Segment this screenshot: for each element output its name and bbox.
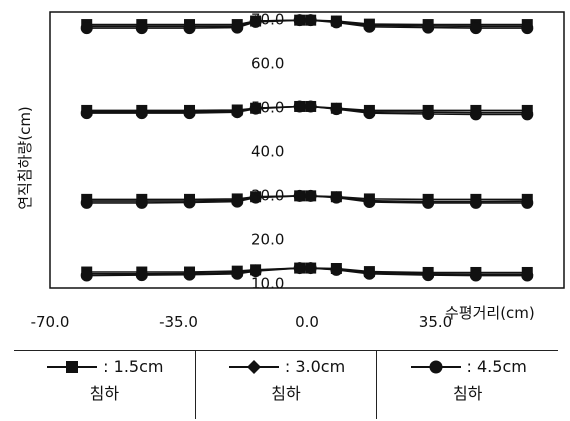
data-point-circle bbox=[231, 195, 244, 208]
plot-frame bbox=[49, 11, 565, 289]
legend-sub-1: 침하 bbox=[89, 384, 120, 403]
y-tick-label: 50.0 bbox=[251, 98, 284, 116]
data-point-circle bbox=[304, 262, 317, 275]
data-point-circle bbox=[363, 267, 376, 280]
series-group-50 bbox=[80, 100, 534, 121]
data-point-circle bbox=[249, 102, 262, 115]
data-point-circle bbox=[304, 14, 317, 27]
y-tick-label: 20.0 bbox=[251, 231, 284, 249]
data-point-circle bbox=[80, 107, 93, 120]
x-tick-labels: -70.0 -35.0 0.0 35.0 bbox=[31, 313, 453, 331]
data-point-circle bbox=[135, 107, 148, 120]
data-point-circle bbox=[293, 100, 306, 113]
data-point-circle bbox=[469, 196, 482, 209]
legend-swatch-square bbox=[47, 360, 98, 373]
y-tick-label: 40.0 bbox=[251, 143, 284, 161]
data-point-circle bbox=[304, 100, 317, 113]
data-point-circle bbox=[249, 15, 262, 28]
data-point-circle bbox=[293, 262, 306, 275]
series-group-30 bbox=[80, 189, 534, 209]
data-point-circle bbox=[135, 196, 148, 209]
y-tick-label: 70.0 bbox=[251, 10, 284, 28]
data-point-circle bbox=[422, 107, 435, 120]
legend-swatch-diamond bbox=[228, 359, 279, 374]
legend-item-2: : 3.0cm 침하 bbox=[194, 351, 377, 419]
data-point-circle bbox=[231, 21, 244, 34]
data-point-circle bbox=[249, 191, 262, 204]
legend-item-1: : 1.5cm 침하 bbox=[14, 351, 195, 419]
data-point-circle bbox=[330, 16, 343, 29]
data-point-circle bbox=[469, 22, 482, 35]
data-point-circle bbox=[521, 196, 534, 209]
data-point-circle bbox=[249, 265, 262, 278]
data-point-circle bbox=[293, 14, 306, 27]
legend-swatch-circle bbox=[410, 360, 461, 373]
x-tick-label: -70.0 bbox=[31, 313, 70, 331]
legend-label-1: : 1.5cm bbox=[103, 357, 164, 376]
data-point-circle bbox=[183, 22, 196, 35]
data-point-circle bbox=[521, 269, 534, 282]
x-tick-label: 0.0 bbox=[295, 313, 319, 331]
y-tick-label: 60.0 bbox=[251, 54, 284, 72]
data-point-circle bbox=[304, 189, 317, 202]
data-point-circle bbox=[330, 191, 343, 204]
data-point-circle bbox=[363, 107, 376, 120]
x-axis-label: 수평거리(cm) bbox=[445, 304, 535, 322]
data-point-circle bbox=[469, 269, 482, 282]
data-point-circle bbox=[521, 108, 534, 121]
y-tick-labels: 10.0 20.0 30.0 40.0 50.0 60.0 70.0 bbox=[251, 10, 284, 292]
data-point-circle bbox=[469, 108, 482, 121]
data-point-circle bbox=[363, 20, 376, 33]
data-point-circle bbox=[422, 196, 435, 209]
data-point-circle bbox=[293, 189, 306, 202]
chart: 10.0 20.0 30.0 40.0 50.0 60.0 70.0 -70.0 -35.0 0… bbox=[16, 10, 565, 331]
chart-marks bbox=[80, 14, 534, 282]
data-point-circle bbox=[80, 22, 93, 35]
series-group-13 bbox=[80, 262, 534, 282]
x-tick-label: -35.0 bbox=[159, 313, 198, 331]
legend-label-2: : 3.0cm bbox=[284, 357, 346, 376]
legend-label-3: : 4.5cm bbox=[466, 357, 527, 376]
legend-item-3: : 4.5cm 침하 bbox=[376, 351, 558, 419]
data-point-circle bbox=[422, 21, 435, 34]
x-tick-label: 35.0 bbox=[419, 313, 452, 331]
legend-sub-2: 침하 bbox=[271, 384, 301, 403]
y-axis-label: 연직침하량(cm) bbox=[16, 106, 34, 210]
data-point-circle bbox=[330, 263, 343, 276]
legend-sub-3: 침하 bbox=[452, 384, 483, 403]
data-point-circle bbox=[80, 196, 93, 209]
data-point-circle bbox=[80, 269, 93, 282]
data-point-circle bbox=[231, 106, 244, 119]
series-group-70 bbox=[80, 14, 534, 35]
data-point-circle bbox=[363, 196, 376, 209]
data-point-circle bbox=[521, 22, 534, 35]
data-point-circle bbox=[330, 103, 343, 116]
data-point-circle bbox=[183, 268, 196, 281]
y-tick-label: 30.0 bbox=[251, 187, 284, 205]
data-point-circle bbox=[135, 269, 148, 282]
y-tick-label: 10.0 bbox=[251, 275, 284, 293]
data-point-circle bbox=[183, 107, 196, 120]
data-point-circle bbox=[231, 267, 244, 280]
legend: : 1.5cm 침하 : 3.0cm 침하 : 4.5cm 침하 bbox=[14, 350, 558, 419]
data-point-circle bbox=[183, 196, 196, 209]
data-point-circle bbox=[422, 269, 435, 282]
data-point-circle bbox=[135, 22, 148, 35]
